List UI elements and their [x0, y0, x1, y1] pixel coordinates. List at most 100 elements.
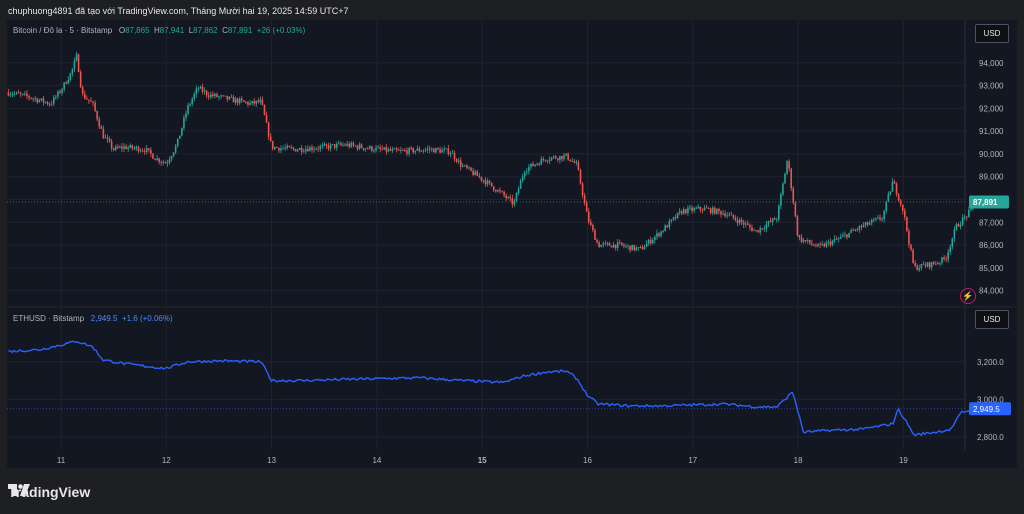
btc-candle-body — [371, 146, 373, 151]
btc-candle-body — [823, 244, 826, 247]
btc-candle-body — [868, 222, 871, 225]
btc-candle-body — [253, 101, 255, 104]
btc-legend: Bitcoin / Đô la · 5 · Bitstamp O87,865 H… — [13, 26, 305, 35]
btc-low-label: L — [188, 26, 194, 35]
btc-candle-body — [864, 222, 867, 226]
btc-candle-body — [466, 165, 468, 168]
eth-change: +1.6 (+0.06%) — [121, 314, 173, 323]
btc-candle-body — [292, 147, 295, 150]
btc-candle-body — [7, 92, 10, 96]
eth-symbol[interactable]: ETHUSD · Bitstamp — [13, 314, 85, 323]
btc-candle-body — [170, 156, 173, 160]
btc-candle-body — [420, 151, 423, 152]
btc-symbol[interactable]: Bitcoin / Đô la · 5 · Bitstamp — [13, 26, 113, 35]
btc-candle-body — [763, 228, 766, 230]
btc-candle-body — [724, 213, 726, 217]
btc-candle-body — [486, 180, 489, 185]
btc-candle-body — [451, 152, 454, 154]
btc-candle-body — [703, 207, 706, 211]
btc-candle-body — [112, 148, 115, 150]
btc-candle-body — [50, 103, 53, 105]
btc-currency-button[interactable]: USD — [975, 24, 1009, 43]
btc-candle-body — [957, 224, 960, 227]
btc-candle-body — [57, 91, 59, 97]
btc-candle-body — [839, 236, 842, 239]
btc-candle-body — [550, 157, 553, 160]
btc-candle-body — [625, 245, 627, 247]
tradingview-logo: TradingView — [8, 484, 90, 500]
btc-candle-body — [647, 239, 650, 244]
tradingview-brand: TradingView — [8, 484, 91, 500]
btc-candle-body — [327, 145, 330, 149]
btc-candle-body — [393, 148, 396, 150]
btc-candle-body — [92, 101, 94, 103]
time-axis-tick-label: 13 — [267, 456, 276, 465]
btc-candle-body — [286, 146, 289, 148]
btc-candle-body — [736, 219, 739, 224]
btc-candle-body — [497, 189, 499, 192]
btc-candle-body — [511, 198, 514, 205]
btc-candle-body — [358, 144, 361, 149]
btc-candle-body — [267, 122, 270, 137]
btc-candle-body — [228, 96, 231, 100]
btc-candle-body — [577, 162, 580, 171]
eth-price-pane[interactable]: 2,800.0 3,000.0 3,200.0 2,949.5 ETHUSD · Bi… — [7, 308, 1017, 468]
btc-candle-body — [860, 225, 863, 228]
btc-candle-body — [761, 228, 764, 230]
lightning-icon[interactable]: ⚡ — [960, 288, 976, 304]
btc-candle-body — [375, 147, 377, 151]
btc-candle-body — [623, 244, 625, 247]
btc-candle-body — [478, 175, 481, 177]
btc-candle-body — [693, 208, 695, 211]
btc-candle-body — [470, 167, 472, 171]
btc-candle-body — [852, 230, 854, 231]
eth-last-price-tag — [969, 402, 1011, 416]
btc-candle-body — [713, 207, 716, 214]
btc-candle-body — [862, 225, 865, 228]
btc-candle-body — [802, 240, 805, 242]
eth-currency-button[interactable]: USD — [975, 310, 1009, 329]
btc-candle-body — [895, 183, 898, 195]
btc-candle-body — [678, 211, 681, 213]
btc-candle-body — [829, 241, 832, 245]
eth-legend: ETHUSD · Bitstamp 2,949.5 +1.6 (+0.06%) — [13, 314, 173, 323]
btc-candle-body — [69, 73, 72, 81]
btc-candle-body — [711, 207, 714, 214]
btc-candle-body — [850, 230, 852, 233]
btc-candle-body — [325, 144, 328, 146]
btc-price-pane[interactable]: 84,00085,00086,00087,00088,00089,00090,0… — [7, 20, 1017, 306]
btc-candle-body — [672, 217, 675, 220]
btc-y-tick-label: 91,000 — [979, 127, 1004, 136]
time-axis[interactable]: 11 12 13 14 15 16 17 18 19 — [7, 450, 1017, 468]
btc-candle-body — [922, 263, 925, 265]
btc-candle-body — [255, 100, 258, 104]
btc-candle-body — [701, 209, 704, 211]
btc-candle-body — [145, 148, 148, 152]
btc-candle-body — [172, 152, 175, 157]
btc-candle-body — [263, 104, 266, 115]
btc-open-label: O — [118, 26, 126, 35]
btc-candle-body — [96, 111, 98, 120]
btc-candle-body — [193, 93, 196, 99]
btc-candle-body — [488, 180, 491, 183]
btc-candle-body — [658, 233, 660, 236]
btc-candle-body — [912, 249, 914, 263]
btc-candle-body — [670, 219, 673, 221]
btc-candle-body — [338, 143, 340, 145]
btc-candle-body — [236, 98, 239, 104]
btc-candle-body — [404, 150, 406, 152]
btc-candle-body — [635, 247, 638, 251]
btc-candle-body — [218, 96, 220, 98]
btc-close-label: C — [222, 26, 228, 35]
btc-candle-body — [587, 211, 590, 222]
btc-candle-body — [561, 155, 563, 160]
btc-candle-body — [757, 230, 759, 233]
btc-candle-body — [199, 86, 202, 89]
btc-candle-body — [201, 86, 204, 92]
btc-candle-body — [131, 145, 134, 149]
btc-candle-body — [387, 149, 390, 152]
btc-candle-body — [474, 171, 476, 175]
btc-candle-body — [274, 147, 276, 149]
btc-candle-body — [728, 214, 731, 216]
btc-candle-body — [19, 93, 22, 95]
